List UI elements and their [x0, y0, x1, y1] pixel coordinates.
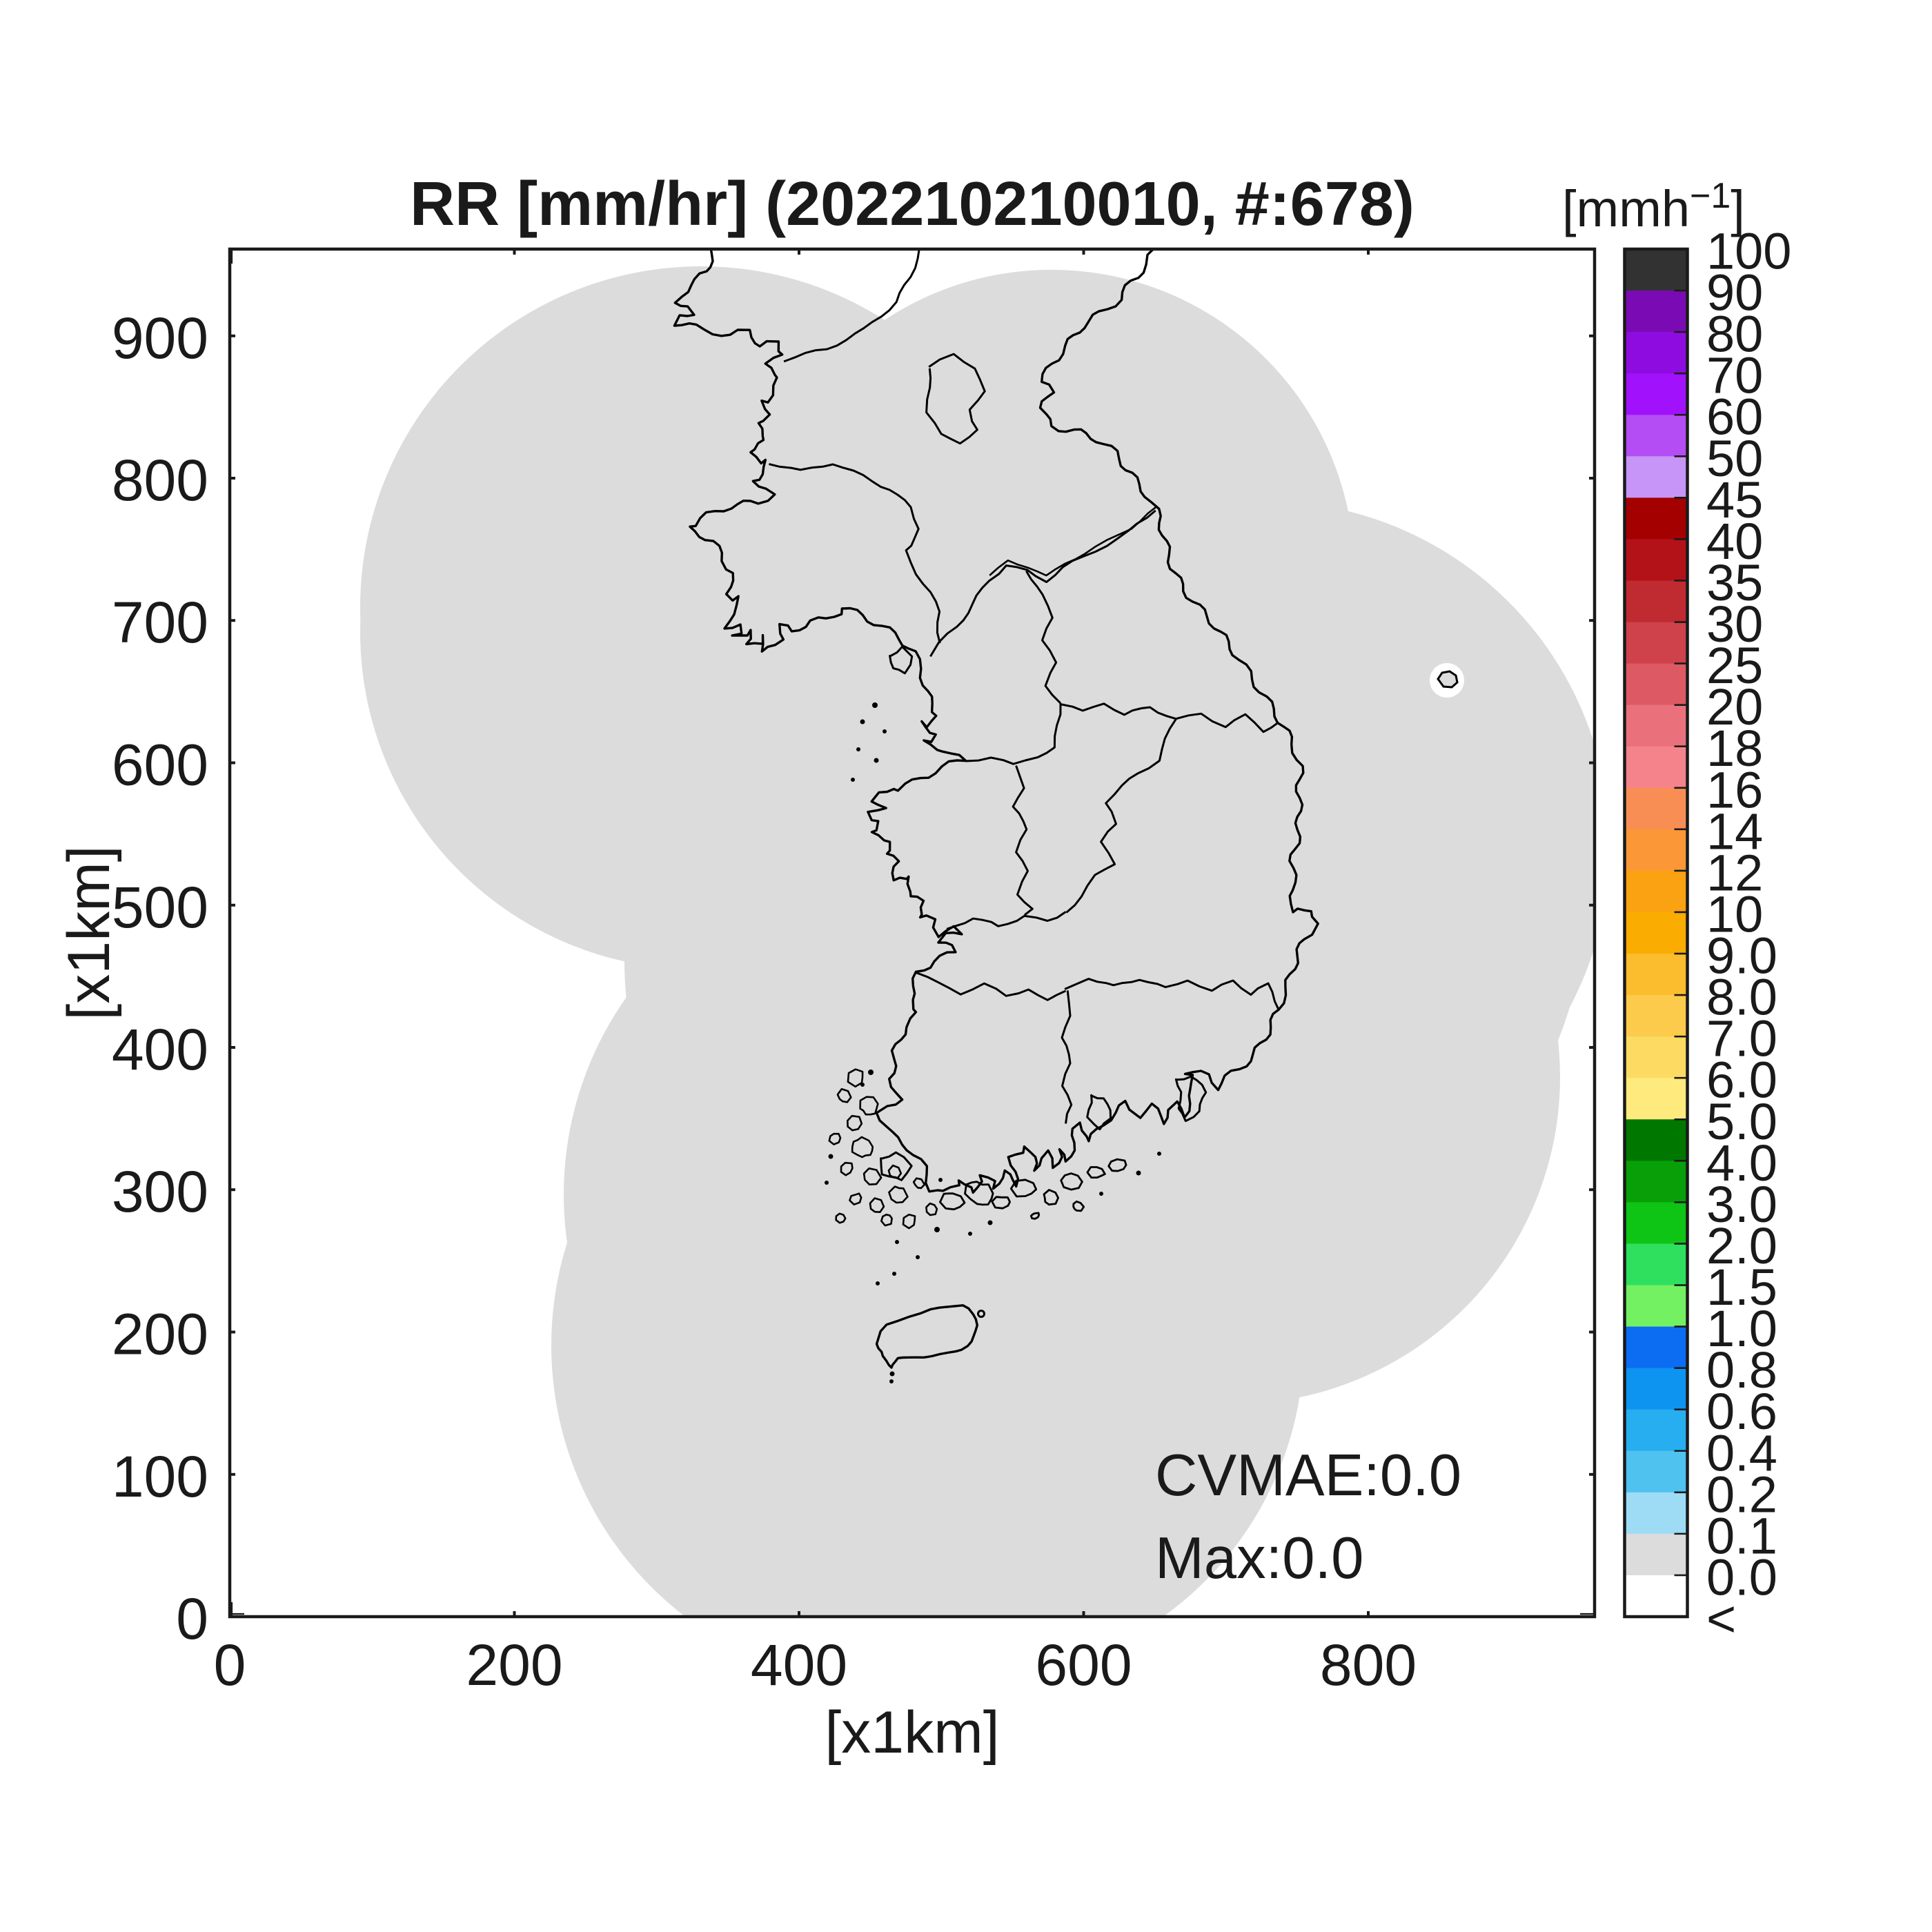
svg-text:90: 90 — [1706, 264, 1763, 322]
svg-text:[mmh−1]: [mmh−1] — [1562, 176, 1745, 237]
svg-text:500: 500 — [112, 875, 208, 940]
svg-text:12: 12 — [1706, 844, 1763, 901]
svg-text:8.0: 8.0 — [1706, 969, 1777, 1026]
svg-text:800: 800 — [1320, 1633, 1417, 1697]
svg-text:5.0: 5.0 — [1706, 1093, 1777, 1150]
svg-text:0.8: 0.8 — [1706, 1341, 1777, 1399]
svg-text:20: 20 — [1706, 678, 1763, 736]
svg-text:30: 30 — [1706, 595, 1763, 653]
svg-text:16: 16 — [1706, 761, 1763, 818]
svg-text:800: 800 — [112, 448, 208, 513]
svg-text:9.0: 9.0 — [1706, 927, 1777, 985]
svg-text:<: < — [1706, 1590, 1736, 1648]
svg-text:200: 200 — [466, 1633, 562, 1697]
svg-text:CVMAE:0.0: CVMAE:0.0 — [1155, 1443, 1461, 1508]
svg-text:0.2: 0.2 — [1706, 1466, 1777, 1523]
svg-text:0.4: 0.4 — [1706, 1424, 1777, 1481]
svg-text:400: 400 — [751, 1633, 847, 1697]
svg-text:300: 300 — [112, 1159, 208, 1224]
svg-text:700: 700 — [112, 590, 208, 655]
svg-text:200: 200 — [112, 1302, 208, 1367]
svg-text:[x1km]: [x1km] — [825, 1699, 999, 1766]
svg-text:Max:0.0: Max:0.0 — [1155, 1526, 1363, 1591]
svg-text:50: 50 — [1706, 430, 1763, 487]
svg-text:3.0: 3.0 — [1706, 1176, 1777, 1233]
svg-text:100: 100 — [1706, 223, 1791, 280]
svg-text:0.6: 0.6 — [1706, 1383, 1777, 1440]
svg-text:600: 600 — [112, 733, 208, 798]
svg-text:60: 60 — [1706, 388, 1763, 446]
svg-text:400: 400 — [112, 1017, 208, 1082]
svg-text:100: 100 — [112, 1444, 208, 1509]
svg-text:80: 80 — [1706, 306, 1763, 363]
svg-text:4.0: 4.0 — [1706, 1134, 1777, 1192]
svg-text:7.0: 7.0 — [1706, 1010, 1777, 1067]
svg-text:0.1: 0.1 — [1706, 1507, 1777, 1564]
svg-text:14: 14 — [1706, 802, 1763, 860]
svg-text:35: 35 — [1706, 554, 1763, 611]
svg-text:1.0: 1.0 — [1706, 1300, 1777, 1357]
svg-text:25: 25 — [1706, 637, 1763, 694]
svg-text:18: 18 — [1706, 720, 1763, 777]
svg-text:6.0: 6.0 — [1706, 1052, 1777, 1109]
svg-text:2.0: 2.0 — [1706, 1217, 1777, 1274]
svg-text:900: 900 — [112, 306, 208, 371]
svg-text:600: 600 — [1035, 1633, 1132, 1697]
svg-text:45: 45 — [1706, 471, 1763, 529]
svg-text:10: 10 — [1706, 886, 1763, 943]
svg-text:70: 70 — [1706, 347, 1763, 404]
svg-text:0: 0 — [214, 1633, 246, 1697]
svg-text:1.5: 1.5 — [1706, 1259, 1777, 1316]
svg-text:RR [mm/hr] (202210210010, #:67: RR [mm/hr] (202210210010, #:678) — [410, 170, 1414, 239]
svg-text:[x1km]: [x1km] — [56, 845, 122, 1020]
svg-text:0: 0 — [176, 1586, 208, 1651]
svg-text:0.0: 0.0 — [1706, 1548, 1777, 1606]
svg-text:40: 40 — [1706, 513, 1763, 570]
